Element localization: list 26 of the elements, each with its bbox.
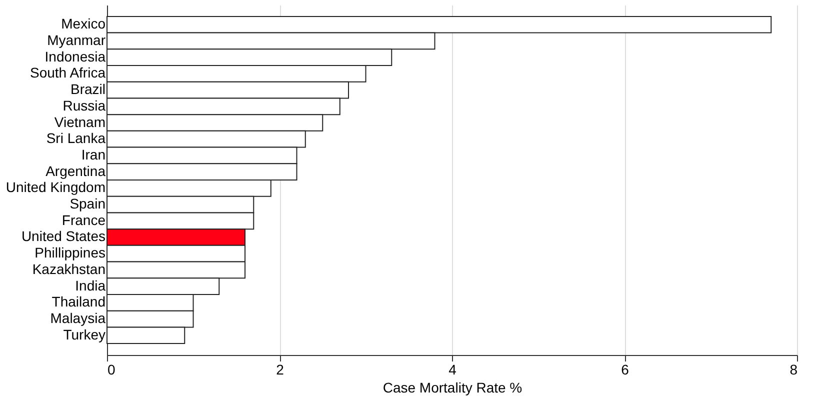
y-tick-label: Kazakhstan [32, 260, 106, 277]
y-tick-label: Thailand [52, 294, 106, 310]
y-tick-label: Myanmar [47, 32, 106, 48]
y-tick-label: Malaysia [50, 310, 106, 326]
x-axis-title: Case Mortality Rate % [382, 380, 522, 396]
y-tick-label: Turkey [63, 326, 106, 342]
y-tick-label: Mexico [61, 16, 106, 32]
y-tick-label: United Kingdom [6, 179, 106, 196]
x-tick-label: 8 [790, 362, 798, 378]
y-tick-label: France [62, 212, 106, 228]
y-tick-label: Spain [70, 196, 106, 212]
y-tick-label: Sri Lanka [46, 130, 106, 146]
y-tick-label: Iran [81, 146, 106, 162]
y-tick-label: Phillippines [34, 244, 106, 261]
y-tick-label: Brazil [70, 81, 106, 98]
y-tick-label: South Africa [30, 64, 106, 81]
y-tick-label: India [75, 277, 106, 294]
y-tick-label: Indonesia [44, 48, 106, 64]
x-tick-label: 0 [108, 362, 116, 378]
x-tick-label: 2 [276, 362, 284, 378]
x-tick-label: 4 [448, 362, 457, 378]
x-tick-label: 6 [621, 362, 630, 378]
y-tick-label: Argentina [46, 162, 106, 179]
y-tick-label: Vietnam [54, 114, 106, 130]
y-tick-label: Russia [62, 97, 106, 114]
y-tick-label: United States [21, 228, 106, 244]
